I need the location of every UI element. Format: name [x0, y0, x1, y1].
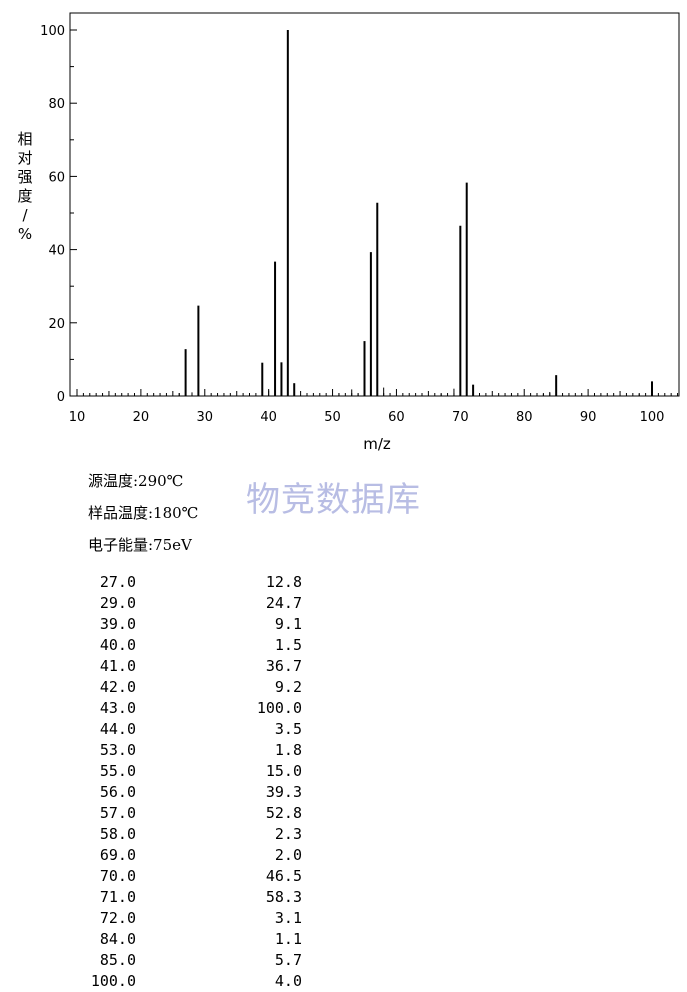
- abundance-value: 58.3: [265, 888, 302, 906]
- y-axis-title-char: 对: [17, 149, 33, 167]
- mz-value: 58.0: [99, 825, 136, 843]
- abundance-value: 39.3: [265, 783, 302, 801]
- peak-list-table: 27.0 12.8 29.0 24.7 39.0 9.1 40.0 1.5 41.0 36.7 42…: [80, 572, 302, 992]
- x-axis-title: m/z: [363, 435, 391, 453]
- table-row: 42.0 9.2: [80, 677, 302, 698]
- sample-temperature: 样品温度:180℃: [88, 504, 199, 522]
- x-tick-label: 20: [133, 410, 150, 425]
- table-row: 57.0 52.8: [80, 803, 302, 824]
- y-axis-title: 相对强度 /%: [14, 130, 36, 244]
- table-row: 53.0 1.8: [80, 740, 302, 761]
- mz-value: 57.0: [99, 804, 136, 822]
- abundance-value: 9.2: [274, 678, 302, 696]
- abundance-value: 1.1: [274, 930, 302, 948]
- x-tick-label: 70: [452, 410, 469, 425]
- abundance-value: 5.7: [274, 951, 302, 969]
- electron-energy: 电子能量:75eV: [88, 536, 192, 554]
- table-row: 29.0 24.7: [80, 593, 302, 614]
- mz-value: 55.0: [99, 762, 136, 780]
- abundance-value: 3.1: [274, 909, 302, 927]
- abundance-value: 2.3: [274, 825, 302, 843]
- mz-value: 40.0: [99, 636, 136, 654]
- spectrum-peaks: [178, 30, 653, 396]
- mz-value: 84.0: [99, 930, 136, 948]
- y-tick-label: 80: [48, 97, 65, 112]
- table-row: 39.0 9.1: [80, 614, 302, 635]
- table-row: 70.0 46.5: [80, 866, 302, 887]
- mz-value: 39.0: [99, 615, 136, 633]
- table-row: 69.0 2.0: [80, 845, 302, 866]
- mz-value: 71.0: [99, 888, 136, 906]
- table-row: 71.0 58.3: [80, 887, 302, 908]
- y-axis-title-char: %: [17, 225, 33, 243]
- x-tick-label: 80: [516, 410, 533, 425]
- table-row: 72.0 3.1: [80, 908, 302, 929]
- y-axis-title-char: 度: [17, 187, 33, 205]
- mz-value: 42.0: [99, 678, 136, 696]
- table-row: 43.0 100.0: [80, 698, 302, 719]
- mz-value: 72.0: [99, 909, 136, 927]
- mz-value: 41.0: [99, 657, 136, 675]
- y-tick-label: 100: [40, 24, 65, 39]
- mz-value: 56.0: [99, 783, 136, 801]
- mz-value: 53.0: [99, 741, 136, 759]
- x-tick-label: 100: [640, 410, 665, 425]
- table-row: 27.0 12.8: [80, 572, 302, 593]
- abundance-value: 3.5: [274, 720, 302, 738]
- abundance-value: 36.7: [265, 657, 302, 675]
- mz-value: 70.0: [99, 867, 136, 885]
- mz-value: 85.0: [99, 951, 136, 969]
- abundance-value: 9.1: [274, 615, 302, 633]
- watermark: 物竞数据库: [246, 480, 421, 520]
- table-row: 85.0 5.7: [80, 950, 302, 971]
- abundance-value: 15.0: [265, 762, 302, 780]
- y-axis-ticks: 0 20 40 60 80 100: [40, 24, 77, 405]
- mz-value: 44.0: [99, 720, 136, 738]
- y-tick-label: 40: [48, 244, 65, 259]
- abundance-value: 46.5: [265, 867, 302, 885]
- abundance-value: 1.5: [274, 636, 302, 654]
- table-row: 55.0 15.0: [80, 761, 302, 782]
- y-axis-title-char: 相: [17, 130, 33, 148]
- x-tick-label: 10: [69, 410, 86, 425]
- x-axis-ticks: 10 20 30 40 50 60 70 80 90 100: [69, 389, 679, 425]
- abundance-value: 24.7: [265, 594, 302, 612]
- y-tick-label: 20: [48, 317, 65, 332]
- abundance-value: 1.8: [274, 741, 302, 759]
- x-tick-label: 50: [324, 410, 341, 425]
- mz-value: 27.0: [99, 573, 136, 591]
- y-axis-title-char: /: [22, 206, 28, 224]
- mass-spectrum-chart: 10 20 30 40 50 60 70 80 90 100 0 20 40 60 80 100 m/z: [40, 12, 680, 453]
- mz-value: 29.0: [99, 594, 136, 612]
- abundance-value: 4.0: [274, 972, 302, 990]
- source-temperature: 源温度:290℃: [88, 472, 184, 490]
- x-tick-label: 30: [197, 410, 214, 425]
- table-row: 58.0 2.3: [80, 824, 302, 845]
- x-tick-label: 90: [580, 410, 597, 425]
- table-row: 84.0 1.1: [80, 929, 302, 950]
- x-tick-label: 60: [388, 410, 405, 425]
- abundance-value: 100.0: [256, 699, 302, 717]
- table-row: 41.0 36.7: [80, 656, 302, 677]
- table-row: 100.0 4.0: [80, 971, 302, 992]
- abundance-value: 52.8: [265, 804, 302, 822]
- y-tick-label: 60: [48, 170, 65, 185]
- abundance-value: 12.8: [265, 573, 302, 591]
- table-row: 44.0 3.5: [80, 719, 302, 740]
- mz-value: 43.0: [99, 699, 136, 717]
- table-row: 40.0 1.5: [80, 635, 302, 656]
- table-row: 56.0 39.3: [80, 782, 302, 803]
- plot-frame: [69, 12, 680, 397]
- mz-value: 100.0: [90, 972, 136, 990]
- abundance-value: 2.0: [274, 846, 302, 864]
- mz-value: 69.0: [99, 846, 136, 864]
- y-axis-title-char: 强: [17, 168, 33, 186]
- y-tick-label: 0: [57, 390, 65, 405]
- x-tick-label: 40: [260, 410, 277, 425]
